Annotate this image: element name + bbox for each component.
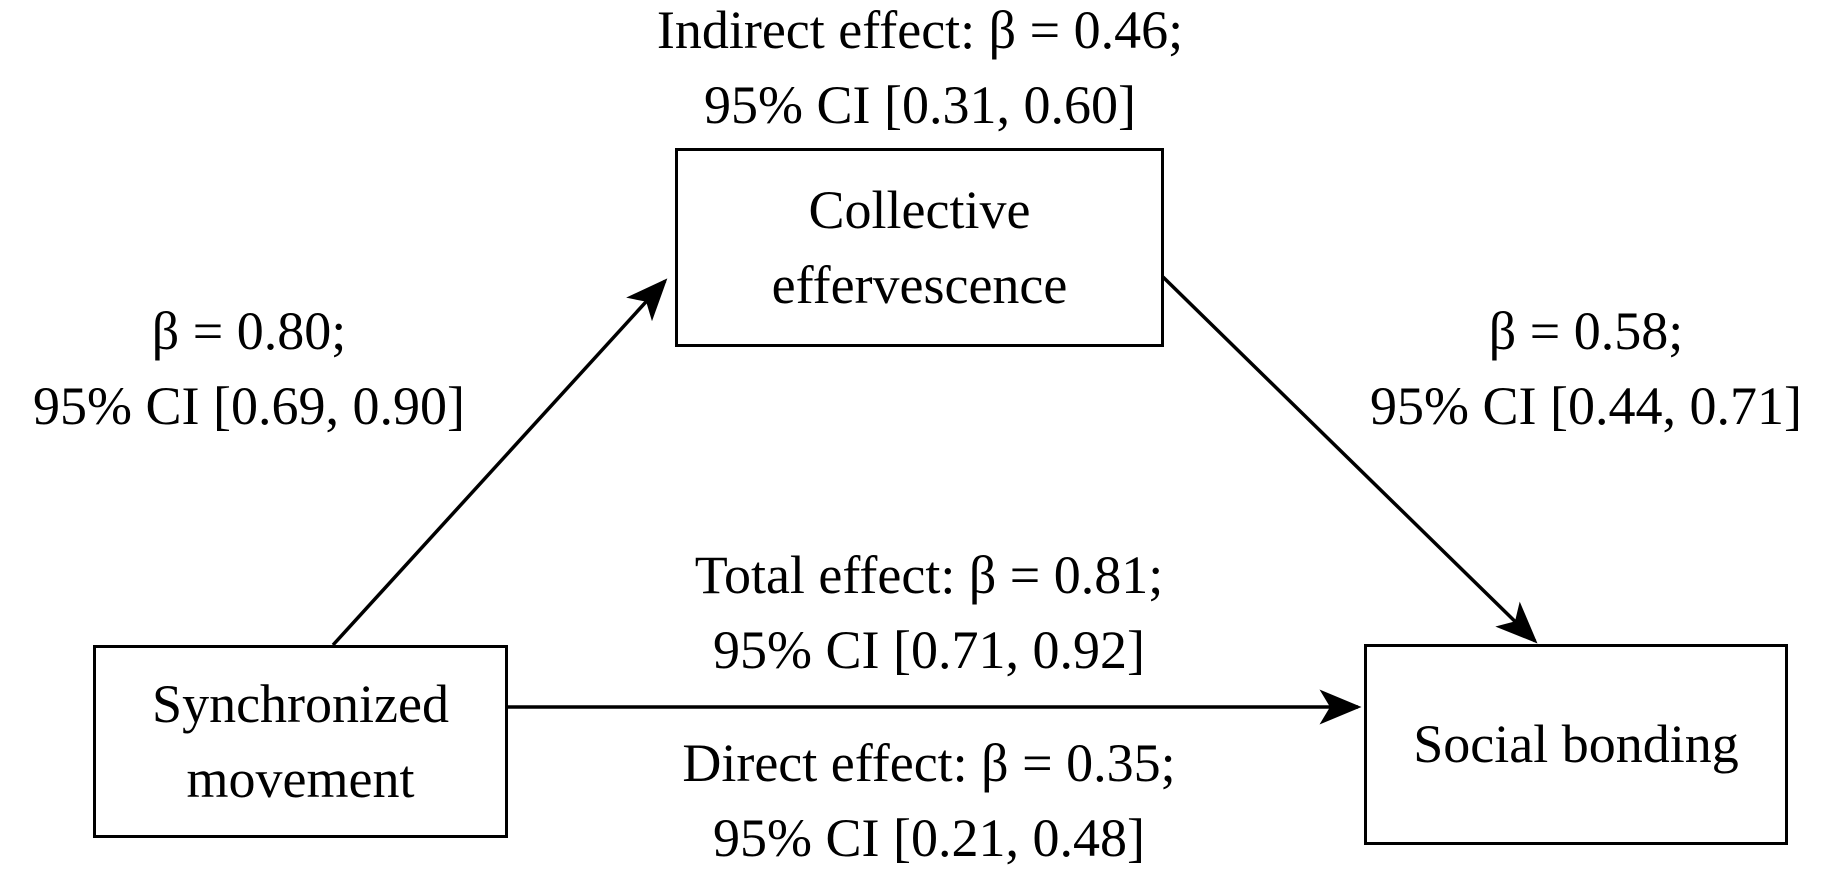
path-a-ci: 95% CI [0.69, 0.90] [33, 375, 465, 436]
node-synchronized-movement-line1: Synchronized [152, 673, 449, 734]
path-a-beta: β = 0.80; [151, 301, 347, 361]
path-b-ci: 95% CI [0.44, 0.71] [1370, 375, 1802, 436]
direct-effect-label: Direct effect: β = 0.35; 95% CI [0.21, 0… [593, 726, 1265, 875]
indirect-effect-ci: 95% CI [0.31, 0.60] [704, 74, 1136, 135]
total-effect-beta: Total effect: β = 0.81; [694, 545, 1164, 605]
node-social-bonding-line1: Social bonding [1413, 714, 1739, 775]
total-effect-label: Total effect: β = 0.81; 95% CI [0.71, 0.… [593, 538, 1265, 687]
total-effect-ci: 95% CI [0.71, 0.92] [713, 619, 1145, 680]
arrow-collective-to-social [1161, 275, 1538, 644]
arrow-sync-to-collective [331, 278, 668, 647]
node-synchronized-movement: Synchronized movement [93, 645, 508, 838]
path-b-label: β = 0.58; 95% CI [0.44, 0.71] [1336, 294, 1836, 443]
path-a-label: β = 0.80; 95% CI [0.69, 0.90] [0, 294, 498, 443]
direct-effect-beta: Direct effect: β = 0.35; [682, 733, 1176, 793]
indirect-effect-beta: Indirect effect: β = 0.46; [656, 0, 1184, 60]
node-collective-effervescence-line1: Collective [808, 179, 1031, 240]
node-collective-effervescence: Collective effervescence [675, 148, 1164, 347]
node-collective-effervescence-line2: effervescence [771, 254, 1068, 315]
indirect-effect-label: Indirect effect: β = 0.46; 95% CI [0.31,… [560, 0, 1280, 142]
node-social-bonding: Social bonding [1364, 644, 1788, 845]
path-b-beta: β = 0.58; [1488, 301, 1684, 361]
node-synchronized-movement-line2: movement [186, 748, 415, 809]
direct-effect-ci: 95% CI [0.21, 0.48] [713, 807, 1145, 868]
